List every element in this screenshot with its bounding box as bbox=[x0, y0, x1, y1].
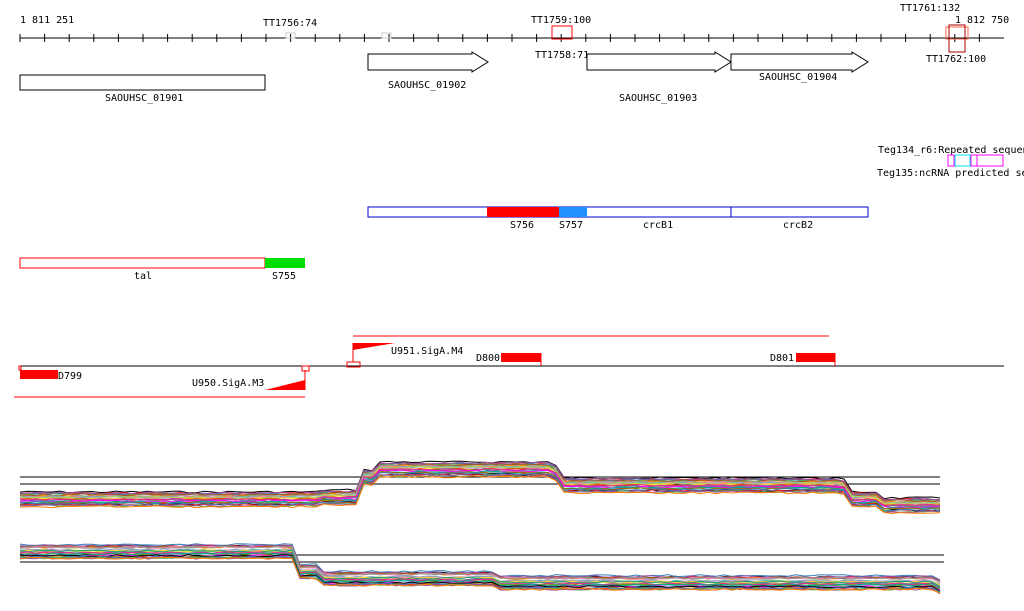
repeat-feature[interactable] bbox=[970, 154, 978, 167]
transcript-S755[interactable] bbox=[265, 258, 305, 268]
transcript-tal[interactable] bbox=[19, 257, 266, 269]
terminator-label: TT1759:100 bbox=[531, 15, 591, 26]
sigA-motif-M4[interactable] bbox=[353, 343, 395, 350]
promoter-D800[interactable] bbox=[501, 353, 541, 362]
regulation-label: D799 bbox=[58, 371, 82, 382]
expression-line bbox=[19, 556, 941, 594]
expression-line bbox=[19, 472, 941, 512]
expression-profile-minus bbox=[19, 543, 944, 595]
ruler-start-label: 1 811 251 bbox=[20, 15, 74, 26]
regulation-label: U951.SigA.M4 bbox=[391, 346, 463, 357]
regulation-label: U950.SigA.M3 bbox=[192, 378, 264, 389]
transcripts-plus-track: S756 S757 crcB1 crcB2 bbox=[367, 206, 869, 231]
expression-line bbox=[19, 460, 941, 500]
expression-line bbox=[19, 552, 941, 589]
transcript-label: S756 bbox=[510, 220, 534, 231]
regulation-track: D799 U950.SigA.M3 U951.SigA.M4 D800 D801 bbox=[14, 335, 1004, 398]
sigA-motif-M3[interactable] bbox=[265, 380, 305, 390]
regulation-label: D800 bbox=[476, 353, 500, 364]
regulation-label: D801 bbox=[770, 353, 794, 364]
transcript-S756[interactable] bbox=[487, 207, 559, 217]
expression-line bbox=[19, 545, 941, 584]
gene-SAOUHSC_01901[interactable] bbox=[19, 74, 266, 91]
terminator-mark[interactable] bbox=[285, 32, 296, 39]
terminator-mark[interactable] bbox=[381, 32, 392, 39]
terminators-track: TT1756:74 TT1759:100 TT1758:71 TT1761:13… bbox=[263, 3, 986, 65]
terminator-label: TT1756:74 bbox=[263, 18, 317, 29]
expression-line bbox=[19, 469, 941, 509]
gene-SAOUHSC_01903[interactable] bbox=[586, 51, 732, 73]
transcript-label: crcB1 bbox=[643, 220, 673, 231]
transcript-label: S755 bbox=[272, 271, 296, 282]
promoter-D801[interactable] bbox=[796, 353, 835, 362]
transcript-label: tal bbox=[134, 271, 152, 282]
expression-line bbox=[19, 543, 941, 581]
transcript-label: crcB2 bbox=[783, 220, 813, 231]
repeat-feature[interactable] bbox=[976, 154, 1004, 167]
gene-label: SAOUHSC_01902 bbox=[388, 80, 466, 91]
repeat-label: Teg134_r6:Repeated sequence bbox=[878, 145, 1024, 156]
transcript-label: S757 bbox=[559, 220, 583, 231]
terminator-mark[interactable] bbox=[948, 24, 966, 53]
terminator-label: TT1762:100 bbox=[926, 54, 986, 65]
expression-profile-plus bbox=[19, 460, 941, 515]
expression-line bbox=[19, 461, 941, 501]
position-ruler: 1 811 251 1 812 750 bbox=[19, 15, 1009, 42]
gene-SAOUHSC_01902[interactable] bbox=[367, 51, 489, 73]
expression-line bbox=[19, 465, 941, 505]
ruler-end-label: 1 812 750 bbox=[955, 15, 1009, 26]
repeats-track: Teg134_r6:Repeated sequence Teg135:ncRNA… bbox=[877, 145, 1024, 179]
transcripts-minus-track: tal S755 bbox=[19, 257, 305, 282]
expression-line bbox=[19, 551, 941, 589]
transcript-S757[interactable] bbox=[559, 207, 587, 217]
repeat-feature[interactable] bbox=[954, 154, 971, 167]
genes-track: SAOUHSC_01901 SAOUHSC_01902 SAOUHSC_0190… bbox=[19, 51, 869, 104]
terminator-label: TT1761:132 bbox=[900, 3, 960, 14]
expression-line bbox=[19, 554, 941, 592]
expression-line bbox=[19, 549, 941, 587]
promoter-D799[interactable] bbox=[20, 370, 58, 379]
ncrna-label: Teg135:ncRNA predicted sequence bbox=[877, 168, 1024, 179]
terminator-label: TT1758:71 bbox=[535, 50, 589, 61]
terminator-mark[interactable] bbox=[551, 25, 573, 40]
expression-line bbox=[19, 475, 941, 515]
gene-label: SAOUHSC_01904 bbox=[759, 72, 837, 83]
expression-line bbox=[19, 470, 941, 510]
gene-label: SAOUHSC_01903 bbox=[619, 93, 697, 104]
gene-SAOUHSC_01904[interactable] bbox=[730, 51, 869, 73]
gene-label: SAOUHSC_01901 bbox=[105, 93, 183, 104]
terminator-mark[interactable] bbox=[945, 26, 969, 40]
expression-line bbox=[19, 468, 941, 506]
repeat-feature[interactable] bbox=[947, 154, 955, 167]
